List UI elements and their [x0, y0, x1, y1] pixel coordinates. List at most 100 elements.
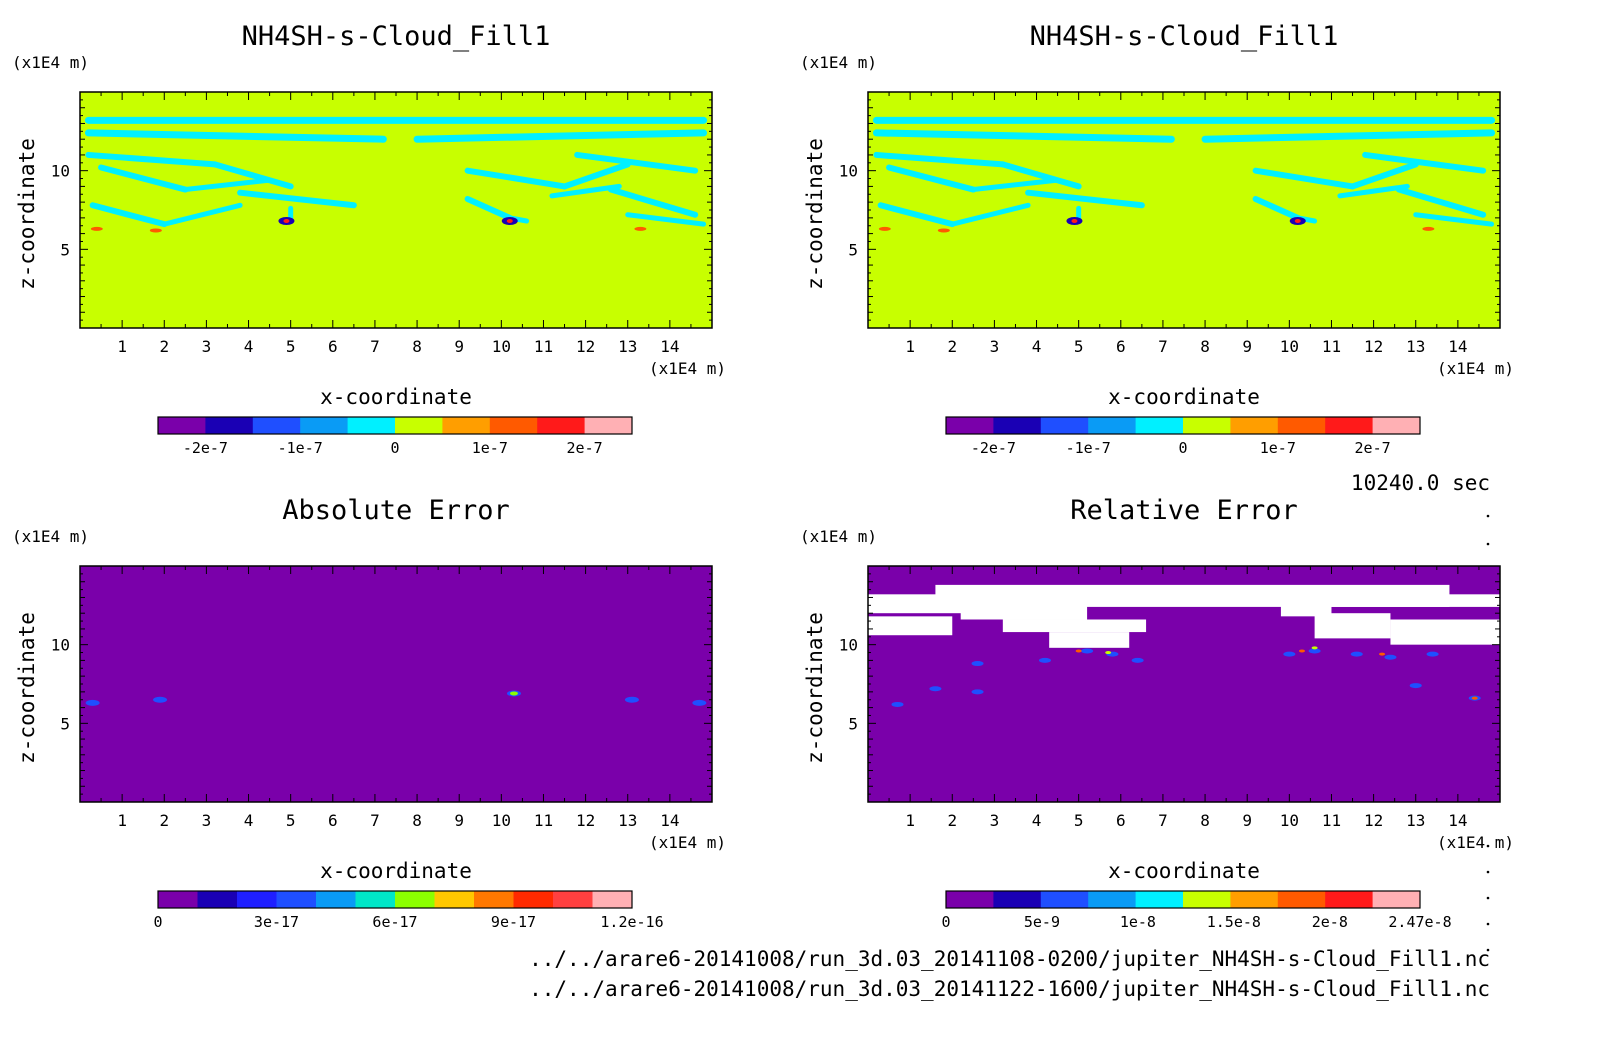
colorbar-swatch — [584, 417, 633, 434]
colorbar-frame — [945, 890, 1421, 909]
masked-region — [1280, 597, 1332, 617]
cloud-band — [1362, 151, 1487, 174]
colorbar-swatch — [316, 891, 356, 908]
x-tick-label: 13 — [1406, 811, 1425, 830]
cloud-band — [413, 129, 708, 143]
margin-dot — [1486, 542, 1490, 546]
x-tick-label: 8 — [1200, 337, 1210, 356]
colorbar-swatch — [1230, 891, 1279, 908]
error-spot — [1081, 648, 1094, 654]
x-axis-label: x-coordinate — [320, 859, 472, 883]
x-tick-label: 11 — [534, 811, 553, 830]
colorbar-tick-label: 9e-17 — [491, 913, 536, 931]
chart-panel-4: Relative Error(x1E4 m)(x1E4 m)1 2 3 4 5 6 7 8 9 1… — [800, 495, 1514, 931]
error-spot — [509, 691, 518, 696]
cloud-band — [872, 129, 1175, 143]
chart-panel-2: NH4SH-s-Cloud_Fill1(x1E4 m)(x1E4 m)1 2 3 4 5… — [800, 21, 1514, 457]
x-tick-label: 13 — [618, 811, 637, 830]
y-axis-label: z-coordinate — [803, 612, 827, 764]
x-tick-label: 3 — [990, 811, 1000, 830]
error-spot — [153, 696, 168, 703]
masked-region — [868, 616, 953, 636]
cloud-band — [1252, 195, 1301, 221]
colorbar-swatch — [1088, 417, 1137, 434]
colorbar-tick-label: 1e-8 — [1120, 913, 1156, 931]
cloud-edge — [1422, 226, 1435, 231]
chart-panel-3: Absolute Error(x1E4 m)(x1E4 m)1 2 3 4 5 6 7 8 9 1… — [12, 495, 726, 931]
colorbar-tick-label: -2e-7 — [971, 439, 1016, 457]
colorbar-swatch — [946, 417, 994, 434]
colorbar-swatch — [1088, 891, 1137, 908]
masked-region — [1390, 619, 1500, 645]
x-tick-label: 7 — [1158, 337, 1168, 356]
cloud-band — [574, 151, 699, 174]
colorbar-swatch — [553, 891, 593, 908]
cloud-band — [999, 161, 1082, 190]
error-spot — [1350, 651, 1363, 657]
cloud-edge — [634, 226, 647, 231]
cloud-band — [161, 202, 243, 227]
x-tick-label: 10 — [492, 337, 511, 356]
colorbar-swatch — [1135, 417, 1184, 434]
colorbar-swatch — [537, 417, 586, 434]
error-spot — [1379, 652, 1386, 656]
y-tick-label: 10 — [839, 162, 858, 181]
cloud-band — [211, 161, 294, 190]
colorbar-swatch — [1277, 417, 1326, 434]
cloud-band — [561, 161, 631, 190]
y-tick-label: 10 — [51, 162, 70, 181]
colorbar-swatch — [1040, 417, 1089, 434]
x-tick-label: 7 — [370, 811, 380, 830]
tick-marks — [80, 92, 712, 328]
cloud-band — [98, 164, 189, 193]
margin-dot — [1486, 948, 1490, 952]
y-axis-label: z-coordinate — [15, 138, 39, 290]
cloud-band — [607, 186, 699, 218]
x-tick-label: 9 — [1242, 337, 1252, 356]
x-tick-label: 11 — [1322, 337, 1341, 356]
x-tick-label: 6 — [1116, 811, 1126, 830]
colorbar-swatch — [1040, 891, 1089, 908]
x-tick-label: 13 — [1406, 337, 1425, 356]
error-spot — [1075, 649, 1082, 653]
colorbar: 0 3e-17 6e-17 9e-17 1.2e-16 — [153, 890, 664, 931]
colorbar-swatch — [300, 417, 349, 434]
error-spot — [929, 686, 942, 692]
cloud-band — [877, 202, 956, 228]
error-spot — [85, 699, 100, 706]
error-spot — [1283, 651, 1296, 657]
colorbar-tick-label: 5e-9 — [1024, 913, 1060, 931]
margin-dot — [1486, 896, 1490, 900]
colorbar-tick-label: 0 — [941, 913, 950, 931]
colorbar-tick-label: 1e-7 — [472, 439, 508, 457]
error-spot — [1131, 657, 1144, 663]
colorbar-swatch — [1277, 891, 1326, 908]
cloud-band — [182, 177, 273, 193]
colorbar-swatch — [158, 891, 198, 908]
x-tick-label: 9 — [454, 337, 464, 356]
x-tick-label: 1 — [905, 811, 915, 830]
x-tick-label: 9 — [1242, 811, 1252, 830]
x-tick-label: 11 — [1322, 811, 1341, 830]
masked-region — [1049, 632, 1130, 648]
x-tick-label: 7 — [1158, 811, 1168, 830]
error-spot — [1384, 654, 1397, 660]
colorbar-swatch — [252, 417, 301, 434]
colorbar-swatch — [347, 417, 396, 434]
panel-title: Absolute Error — [282, 495, 510, 526]
error-spot — [1311, 646, 1318, 650]
cloud-core — [506, 219, 513, 224]
colorbar-swatch — [1183, 417, 1231, 434]
cloud-band — [625, 212, 707, 227]
cloud-band — [1201, 129, 1496, 143]
cloud-band — [873, 151, 1006, 168]
x-tick-label: 6 — [328, 337, 338, 356]
y-tick-label: 5 — [848, 714, 858, 733]
colorbar: -2e-7 -1e-7 0 1e-7 2e-7 — [157, 416, 633, 457]
error-spot — [1298, 649, 1305, 653]
masked-region — [1331, 594, 1500, 607]
tick-marks — [80, 566, 712, 802]
colorbar-frame — [945, 416, 1421, 435]
x-tick-label: 5 — [286, 337, 296, 356]
x-tick-label: 12 — [576, 337, 595, 356]
